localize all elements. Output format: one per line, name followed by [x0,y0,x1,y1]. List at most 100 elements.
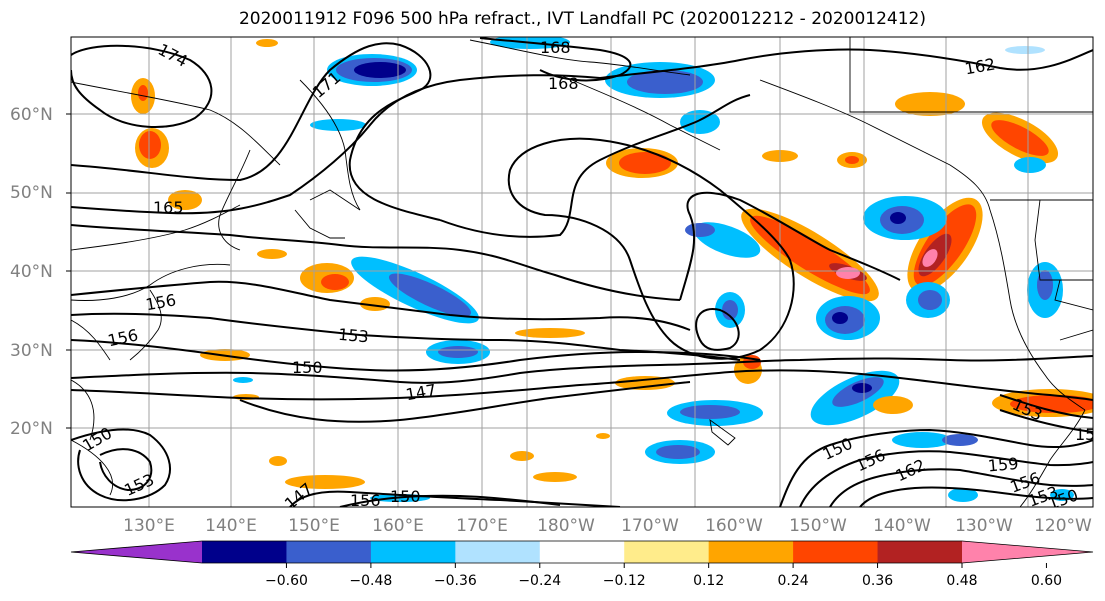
axis-ticks [66,113,71,429]
shaded-patch [627,70,703,94]
shaded-patch [596,433,610,439]
shaded-patch [257,249,287,259]
shaded-patch [256,39,278,47]
shaded-patch [892,432,952,448]
contour-line [99,448,153,492]
shaded-patch [680,405,740,419]
contour-line [71,339,761,372]
shaded-patch [515,328,585,338]
shaded-patch [890,212,906,224]
shaded-patch [922,249,938,267]
contour-label: 168 [540,38,571,57]
shaded-patch [845,156,859,164]
contour-line [799,450,1093,507]
contour-label: 15 [1075,425,1095,444]
contour-line [71,312,741,361]
lon-label: 160°E [372,516,424,536]
contour-line [71,42,441,221]
shaded-patch [510,451,534,461]
contour-label: 159 [987,454,1019,476]
shaded-patch [873,396,913,414]
shaded-patch [1010,395,1093,413]
shaded-patch [852,383,872,393]
graticule [71,37,1093,507]
shaded-patch [388,273,472,317]
longitude-labels: 130°E 140°E 150°E 160°E 170°E 180°W 170°… [123,516,1092,536]
shaded-patch [354,62,406,78]
shaded-patch [1005,46,1045,54]
lon-label: 130°E [123,516,175,536]
contour-line [507,137,795,360]
contour-label: 168 [548,74,579,93]
lat-label: 50°N [10,183,53,203]
lat-label: 30°N [10,341,53,361]
shaded-patch [991,120,1049,156]
shaded-patch [722,300,738,320]
contour-label: 153 [337,325,369,347]
shaded-patch [942,434,978,446]
lon-label: 170°E [456,516,508,536]
shaded-patch [680,110,720,134]
contour-line [479,37,632,82]
shaded-patch [656,445,700,459]
contour-line [999,394,1093,419]
contour-line [999,409,1093,433]
contour-line [239,381,691,423]
contour-line [599,48,1093,79]
map-plot-area: 174 171 168 168 162 165 156 156 153 150 … [71,37,1095,510]
contour-label: 165 [153,198,184,217]
lon-label: 140°W [873,516,931,536]
shaded-patch [918,290,942,310]
lon-label: 150°W [789,516,847,536]
lon-label: 120°W [1034,516,1092,536]
shaded-patch [533,472,577,482]
contour-line [71,369,1093,401]
lon-label: 140°E [205,516,257,536]
contour-line [859,486,1093,507]
shaded-patch [832,312,848,324]
shaded-patch [685,223,715,237]
map-frame [70,36,1094,508]
contour-line [339,494,561,507]
shaded-patch [269,456,287,466]
latitude-labels: 60°N 50°N 40°N 30°N 20°N [10,105,53,439]
lat-label: 20°N [10,419,53,439]
map-title: 2020011912 F096 500 hPa refract., IVT La… [238,9,926,29]
contour-line [439,94,751,238]
lon-label: 130°W [955,516,1013,536]
shaded-patch [285,475,365,489]
lon-label: 180°W [537,516,595,536]
shaded-patch [438,346,478,358]
lat-label: 40°N [10,262,53,282]
shaded-patch [836,267,860,279]
shaded-patch [321,274,349,290]
shaded-patch [310,119,366,131]
contour-line [71,280,691,331]
contour-line [71,355,1093,384]
contour-line [71,224,681,301]
contour-line [71,428,171,502]
shaded-patch [138,85,148,101]
shaded-patch [895,92,965,116]
contour-line [779,428,1093,507]
shaded-patch [619,152,671,174]
contour-line [829,468,1093,507]
lon-label: 150°E [288,516,340,536]
contour-line [695,308,740,351]
shaded-patch [139,131,161,159]
shaded-patch [233,377,253,383]
refractivity-contours [71,37,1093,507]
contour-line [289,490,621,507]
shaded-patch [1037,270,1053,300]
lon-label: 170°W [621,516,679,536]
lon-label: 160°W [705,516,763,536]
contour-line [71,74,601,215]
lat-label: 60°N [10,105,53,125]
contour-label: 156 [350,491,381,510]
contour-line [71,44,213,128]
shaded-patch [948,488,978,502]
contour-label: 150 [292,358,323,377]
contour-label: 150 [390,487,421,506]
shaded-patch [615,376,675,390]
